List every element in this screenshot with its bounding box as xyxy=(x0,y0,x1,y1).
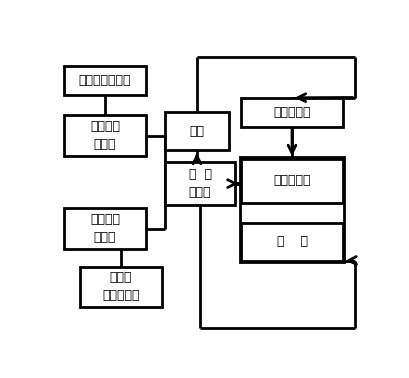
Text: 库内气温
控制器: 库内气温 控制器 xyxy=(90,120,120,151)
Bar xyxy=(165,112,229,150)
Text: 蕉发温度
控制器: 蕉发温度 控制器 xyxy=(90,213,120,244)
Bar xyxy=(241,159,343,203)
Bar xyxy=(64,115,146,156)
Bar xyxy=(240,157,344,262)
Text: 中  心
控制器: 中 心 控制器 xyxy=(189,168,211,199)
Text: 风    机: 风 机 xyxy=(276,235,308,248)
Text: 氨液分配站: 氨液分配站 xyxy=(273,106,311,119)
Bar xyxy=(241,223,343,261)
Bar xyxy=(241,98,343,127)
Text: 蕉发器
表面传感器: 蕉发器 表面传感器 xyxy=(102,271,139,302)
Bar xyxy=(165,162,235,206)
Text: 水泵: 水泵 xyxy=(189,125,204,138)
Text: 库内气温传感器: 库内气温传感器 xyxy=(79,74,131,87)
Text: 制冷蕉发器: 制冷蕉发器 xyxy=(273,174,311,187)
Bar xyxy=(80,266,162,307)
Bar xyxy=(64,208,146,249)
Bar xyxy=(64,66,146,95)
